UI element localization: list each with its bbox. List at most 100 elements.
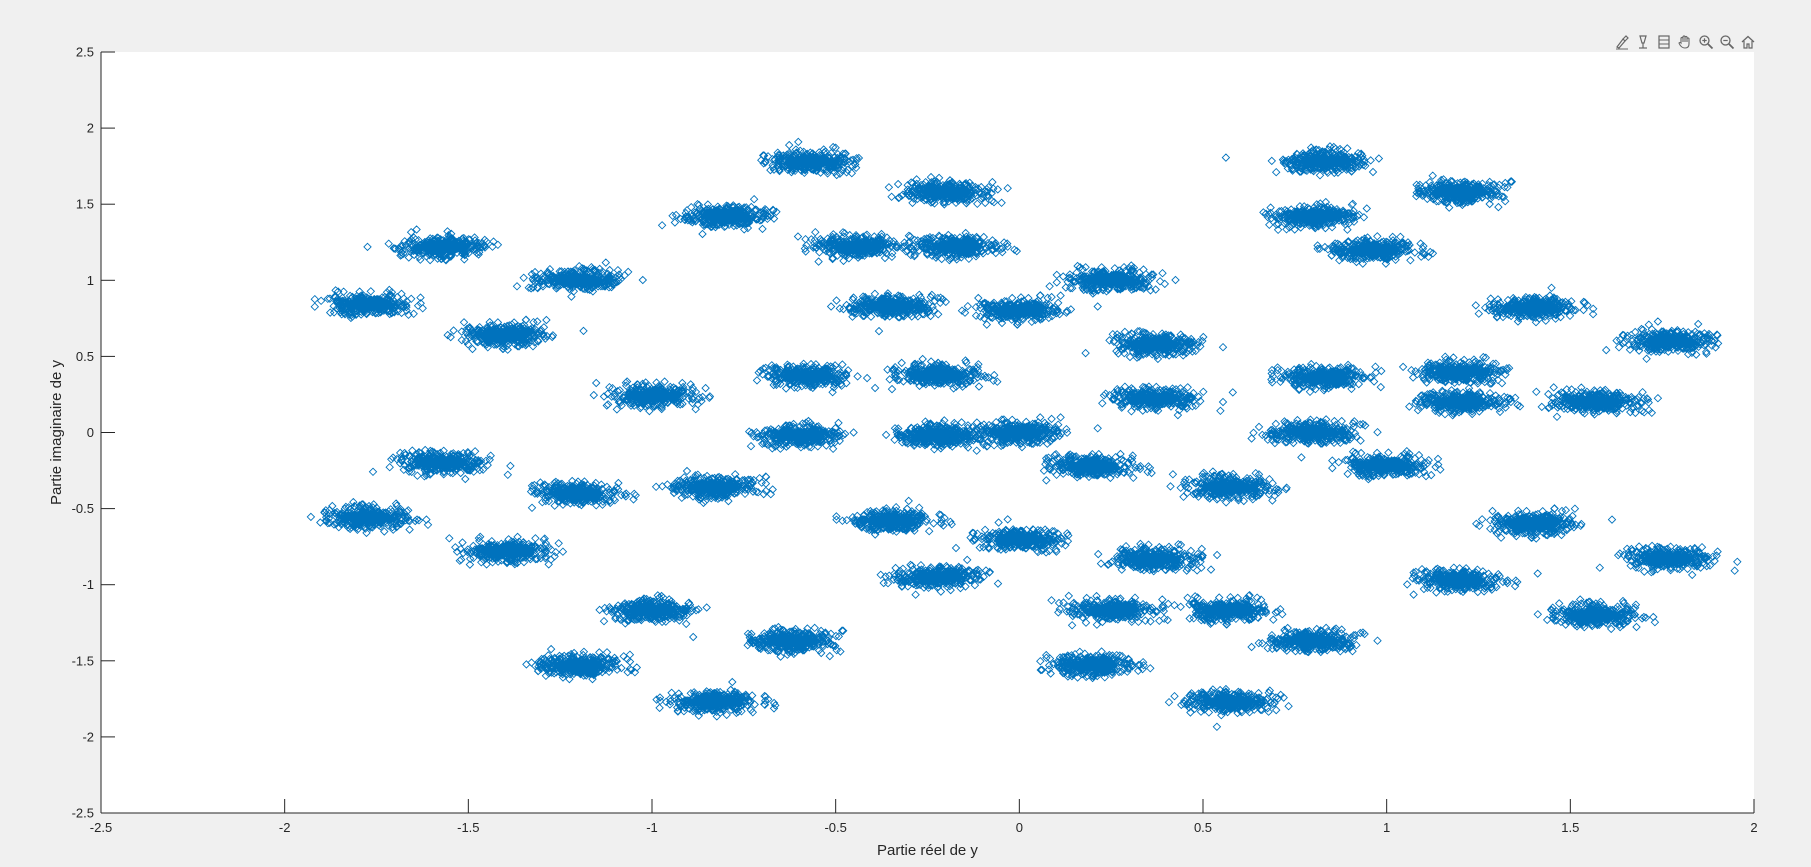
scatter-cluster	[957, 291, 1102, 329]
scatter-cluster-core	[921, 186, 971, 198]
scatter-cluster-core	[480, 329, 530, 342]
scatter-cluster-core	[1288, 210, 1338, 223]
scatter-cluster-core	[417, 456, 468, 469]
scatter-cluster	[1328, 446, 1445, 484]
scatter-cluster-core	[1644, 335, 1695, 348]
scatter-cluster	[1166, 467, 1291, 507]
scatter-cluster	[1098, 382, 1238, 420]
scatter-cluster-core	[1347, 243, 1397, 256]
scatter-cluster	[752, 359, 892, 397]
scatter-cluster-core	[1288, 635, 1338, 647]
scatter-cluster	[1081, 326, 1228, 364]
scatter-cluster	[1267, 359, 1386, 397]
scatter-cluster-core	[1203, 481, 1254, 494]
y-tick-label: -1	[82, 577, 94, 592]
scatter-cluster	[445, 532, 568, 569]
scatter-cluster-core	[1508, 301, 1559, 314]
brush-tool-button[interactable]	[1612, 32, 1632, 52]
scatter-cluster	[589, 377, 715, 416]
scatter-cluster	[526, 476, 661, 513]
scatter-cluster-core	[1571, 609, 1621, 622]
scatter-cluster-core	[344, 298, 395, 311]
scatter-cluster-core	[994, 426, 1045, 439]
scatter-cluster-core	[1435, 396, 1485, 409]
y-tick-label: -0.5	[72, 501, 94, 516]
scatter-cluster	[1595, 541, 1742, 580]
x-tick-label: 1.5	[1561, 820, 1579, 835]
scatter-cluster-core	[344, 511, 395, 524]
scatter-cluster	[884, 172, 1012, 209]
scatter-cluster-core	[700, 210, 751, 223]
pan-hand-icon	[1678, 35, 1690, 49]
scatter-cluster-core	[417, 240, 468, 253]
scatter-cluster-core	[1644, 552, 1695, 565]
scatter-cluster	[1533, 595, 1660, 634]
scatter-cluster	[522, 644, 642, 684]
scatter-cluster-core	[553, 659, 604, 672]
scatter-cluster-core	[1203, 695, 1254, 708]
scatter-cluster	[310, 285, 427, 323]
scatter-cluster-core	[774, 429, 824, 442]
scatter-cluster	[443, 315, 588, 354]
rotate-icon	[1658, 35, 1670, 49]
scatter-cluster	[306, 497, 433, 538]
scatter-cluster-core	[766, 635, 817, 647]
scatter-cluster	[945, 413, 1102, 452]
scatter-cluster-core	[1203, 604, 1254, 617]
axes[interactable]: -2.5 -2 -1.5 -1 -0.5 0 0.5 1 1.5 2 -2.5 -2 -1.5 -1 -0…	[48, 45, 1758, 860]
scatter-cluster	[688, 622, 848, 661]
scatter-cluster	[885, 354, 1002, 394]
scatter-cluster	[1405, 383, 1525, 420]
zoom-out-icon	[1720, 35, 1735, 50]
scatter-cluster-core	[1435, 365, 1485, 378]
scatter-cluster-core	[913, 429, 964, 442]
x-tick-label: 0	[1016, 820, 1023, 835]
scatter-cluster-core	[1299, 371, 1349, 384]
scatter-cluster-core	[1086, 604, 1136, 617]
scatter-cluster	[1259, 197, 1372, 235]
home-tool-button[interactable]	[1738, 32, 1758, 52]
scatter-cluster	[1532, 383, 1663, 422]
scatter-cluster-core	[785, 155, 835, 168]
scatter-cluster	[1313, 232, 1438, 268]
scatter-cluster-core	[1435, 186, 1485, 198]
scatter-cluster	[1471, 283, 1598, 327]
rotate-tool-button[interactable]	[1654, 32, 1674, 52]
scatter-cluster-core	[553, 487, 604, 500]
scatter-cluster-core	[1130, 393, 1180, 405]
x-axis-ticks: -2.5 -2 -1.5 -1 -0.5 0 0.5 1 1.5 2	[90, 799, 1758, 835]
scatter-cluster	[832, 496, 956, 539]
x-tick-label: -2	[279, 820, 291, 835]
scatter-cluster-core	[553, 274, 604, 287]
x-tick-label: 2	[1750, 820, 1757, 835]
scatter-cluster	[1164, 684, 1293, 732]
datatip-tool-button[interactable]	[1633, 32, 1653, 52]
y-tick-label: -2	[82, 729, 94, 744]
zoom-out-tool-button[interactable]	[1717, 32, 1737, 52]
scatter-cluster	[1045, 261, 1180, 298]
scatter-cluster-core	[480, 545, 530, 558]
scatter-cluster-core	[832, 240, 883, 253]
scatter-cluster	[658, 466, 777, 508]
scatter-cluster	[1170, 590, 1287, 629]
scatter-cluster	[657, 194, 781, 239]
scatter-cluster	[1047, 591, 1173, 630]
scatter-cluster	[363, 225, 503, 265]
pan-tool-button[interactable]	[1675, 32, 1695, 52]
zoom-in-tool-button[interactable]	[1696, 32, 1716, 52]
scatter-cluster	[1402, 563, 1542, 599]
scatter-cluster-core	[1508, 517, 1559, 530]
scatter-cluster-core	[1068, 460, 1118, 472]
x-tick-label: 1	[1383, 820, 1390, 835]
scatter-cluster	[900, 228, 1022, 265]
scatter-cluster	[1221, 142, 1384, 180]
scatter-cluster	[744, 416, 858, 454]
scatter-cluster	[512, 258, 648, 301]
y-tick-label: 0.5	[76, 349, 94, 364]
x-axis-label: Partie réel de y	[877, 842, 978, 859]
x-tick-label: -1.5	[457, 820, 479, 835]
y-tick-label: 0	[87, 425, 94, 440]
scatter-cluster	[595, 591, 711, 629]
scatter-cluster-core	[866, 300, 916, 313]
